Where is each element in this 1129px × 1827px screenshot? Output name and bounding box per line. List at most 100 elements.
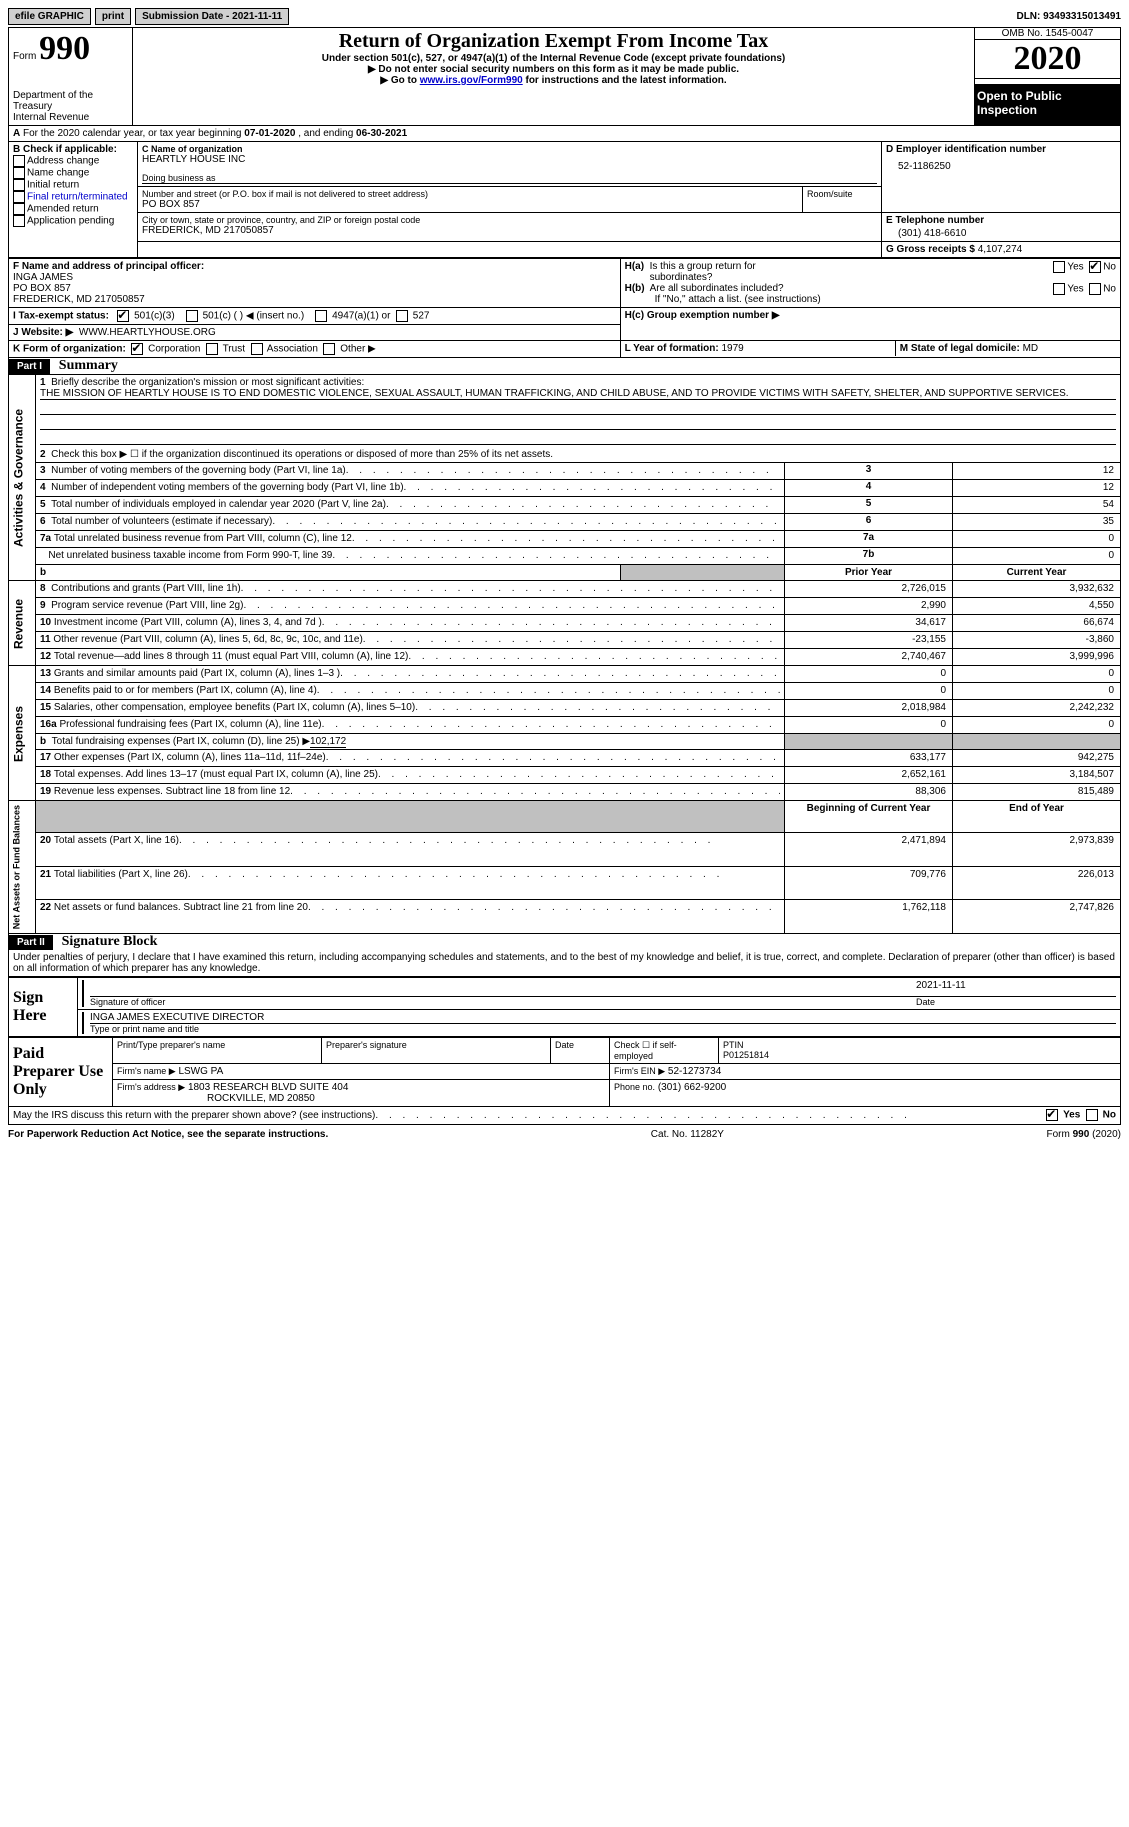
penalties: Under penalties of perjury, I declare th… xyxy=(8,950,1121,977)
street: PO BOX 857 xyxy=(142,199,798,210)
cb-501c3[interactable] xyxy=(117,310,129,322)
v3: 12 xyxy=(953,463,1121,480)
dba-label: Doing business as xyxy=(142,173,877,184)
label-expenses: Expenses xyxy=(9,666,36,801)
irs-link[interactable]: www.irs.gov/Form990 xyxy=(420,75,523,86)
dept-irs: Internal Revenue xyxy=(13,112,128,123)
irs-discuss-q: May the IRS discuss this return with the… xyxy=(13,1110,375,1121)
tax-year: 2020 xyxy=(975,39,1120,79)
topbar: efile GRAPHIC print Submission Date - 20… xyxy=(8,8,1121,25)
firm-phone: (301) 662-9200 xyxy=(658,1082,726,1093)
row-a-mid: , and ending xyxy=(298,128,356,139)
row-a-begin: 07-01-2020 xyxy=(244,128,295,139)
q6: Total number of volunteers (estimate if … xyxy=(51,516,272,527)
q4: Number of independent voting members of … xyxy=(51,482,403,493)
efile-button[interactable]: efile GRAPHIC xyxy=(8,8,91,25)
mission: THE MISSION OF HEARTLY HOUSE IS TO END D… xyxy=(40,388,1116,400)
org-name: HEARTLY HOUSE INC xyxy=(142,154,877,165)
firm-addr2: ROCKVILLE, MD 20850 xyxy=(117,1093,315,1104)
officer-sig-name: INGA JAMES EXECUTIVE DIRECTOR xyxy=(90,1012,1116,1024)
paid-prep-label: Paid Preparer Use Only xyxy=(9,1038,113,1107)
row-a-end: 06-30-2021 xyxy=(356,128,407,139)
c-label: C Name of organization xyxy=(142,144,877,154)
form-number: 990 xyxy=(39,30,90,68)
phone: (301) 418-6610 xyxy=(886,226,1116,239)
self-emp: Check ☐ if self-employed xyxy=(610,1038,719,1064)
gross-receipts: 4,107,274 xyxy=(978,244,1023,255)
prep-name-label: Print/Type preparer's name xyxy=(113,1038,322,1064)
sig-date: 2021-11-11 xyxy=(916,980,1116,996)
cb-trust[interactable] xyxy=(206,343,218,355)
prior-hdr: Prior Year xyxy=(785,565,953,581)
cb-501c[interactable] xyxy=(186,310,198,322)
prep-date-label: Date xyxy=(551,1038,610,1064)
b-app-pending[interactable]: Application pending xyxy=(13,215,133,227)
officer-addr1: PO BOX 857 xyxy=(13,283,616,294)
subtitle-3: ▶ Go to www.irs.gov/Form990 for instruct… xyxy=(137,75,970,86)
ptin-label: PTIN xyxy=(723,1040,1116,1050)
curr-hdr: Current Year xyxy=(953,565,1121,581)
website: WWW.HEARTLYHOUSE.ORG xyxy=(79,327,216,338)
ha: H(a) Is this a group return for Yes No s… xyxy=(625,261,1116,283)
b-name-change[interactable]: Name change xyxy=(13,167,133,179)
cb-527[interactable] xyxy=(396,310,408,322)
label-netassets: Net Assets or Fund Balances xyxy=(9,801,36,934)
hb: H(b) Are all subordinates included? Yes … xyxy=(625,283,1116,294)
hc: H(c) Group exemption number ▶ xyxy=(625,310,780,321)
identity-block: B Check if applicable: Address change Na… xyxy=(8,141,1121,258)
print-button[interactable]: print xyxy=(95,8,131,25)
sig-officer-label: Signature of officer xyxy=(90,997,916,1007)
v5: 54 xyxy=(953,497,1121,514)
b-address-change[interactable]: Address change xyxy=(13,155,133,167)
paperwork-notice: For Paperwork Reduction Act Notice, see … xyxy=(8,1129,328,1140)
date-label: Date xyxy=(916,997,1116,1007)
form-ref: Form 990 (2020) xyxy=(1047,1129,1121,1140)
beg-hdr: Beginning of Current Year xyxy=(785,801,953,833)
state-domicile: MD xyxy=(1023,343,1039,354)
fhi-block: F Name and address of principal officer:… xyxy=(8,258,1121,358)
cb-discuss-yes[interactable] xyxy=(1046,1109,1058,1121)
cb-discuss-no[interactable] xyxy=(1086,1109,1098,1121)
page-footer: For Paperwork Reduction Act Notice, see … xyxy=(8,1129,1121,1140)
row-a-pre: For the 2020 calendar year, or tax year … xyxy=(23,128,244,139)
ptin: P01251814 xyxy=(723,1050,1116,1060)
b-amended[interactable]: Amended return xyxy=(13,203,133,215)
cb-assoc[interactable] xyxy=(251,343,263,355)
v4: 12 xyxy=(953,480,1121,497)
j-label: J Website: ▶ xyxy=(13,327,73,338)
b-initial-return[interactable]: Initial return xyxy=(13,179,133,191)
part-ii-title: Signature Block xyxy=(56,934,158,950)
omb: OMB No. 1545-0047 xyxy=(975,28,1120,39)
v7b: 0 xyxy=(953,548,1121,565)
room-label: Room/suite xyxy=(803,187,882,213)
officer-addr2: FREDERICK, MD 217050857 xyxy=(13,294,616,305)
g-label: G Gross receipts $ xyxy=(886,244,975,255)
q7b: Net unrelated business taxable income fr… xyxy=(48,550,332,561)
form-label: Form xyxy=(13,51,36,62)
firm-name-label: Firm's name ▶ xyxy=(117,1066,176,1076)
q5: Total number of individuals employed in … xyxy=(51,499,386,510)
city: FREDERICK, MD 217050857 xyxy=(142,225,877,236)
b-label: B Check if applicable: xyxy=(13,144,133,155)
firm-ein: 52-1273734 xyxy=(668,1066,721,1077)
part-ii-hdr: Part II xyxy=(9,935,53,950)
i-label: I Tax-exempt status: xyxy=(13,311,109,322)
cb-4947[interactable] xyxy=(315,310,327,322)
cb-other[interactable] xyxy=(323,343,335,355)
q2: Check this box ▶ ☐ if the organization d… xyxy=(51,449,553,460)
hb-note: If "No," attach a list. (see instruction… xyxy=(625,294,1116,305)
open-to-public: Open to Public Inspection xyxy=(975,85,1121,126)
subtitle-2: ▶ Do not enter social security numbers o… xyxy=(137,64,970,75)
phone-label: Phone no. xyxy=(614,1082,655,1092)
b-final-return[interactable]: Final return/terminated xyxy=(13,191,133,203)
l-label: L Year of formation: xyxy=(625,343,719,354)
part-i-title: Summary xyxy=(53,358,118,374)
label-activities: Activities & Governance xyxy=(9,375,36,581)
dept-treasury: Department of the Treasury xyxy=(13,90,128,112)
form-header: Form 990 Department of the Treasury Inte… xyxy=(8,27,1121,126)
cb-corp[interactable] xyxy=(131,343,143,355)
r8c: 3,932,632 xyxy=(953,581,1121,598)
f-label: F Name and address of principal officer: xyxy=(13,261,616,272)
fundraising-total: 102,172 xyxy=(310,736,346,748)
sign-here: Sign Here xyxy=(9,978,78,1037)
